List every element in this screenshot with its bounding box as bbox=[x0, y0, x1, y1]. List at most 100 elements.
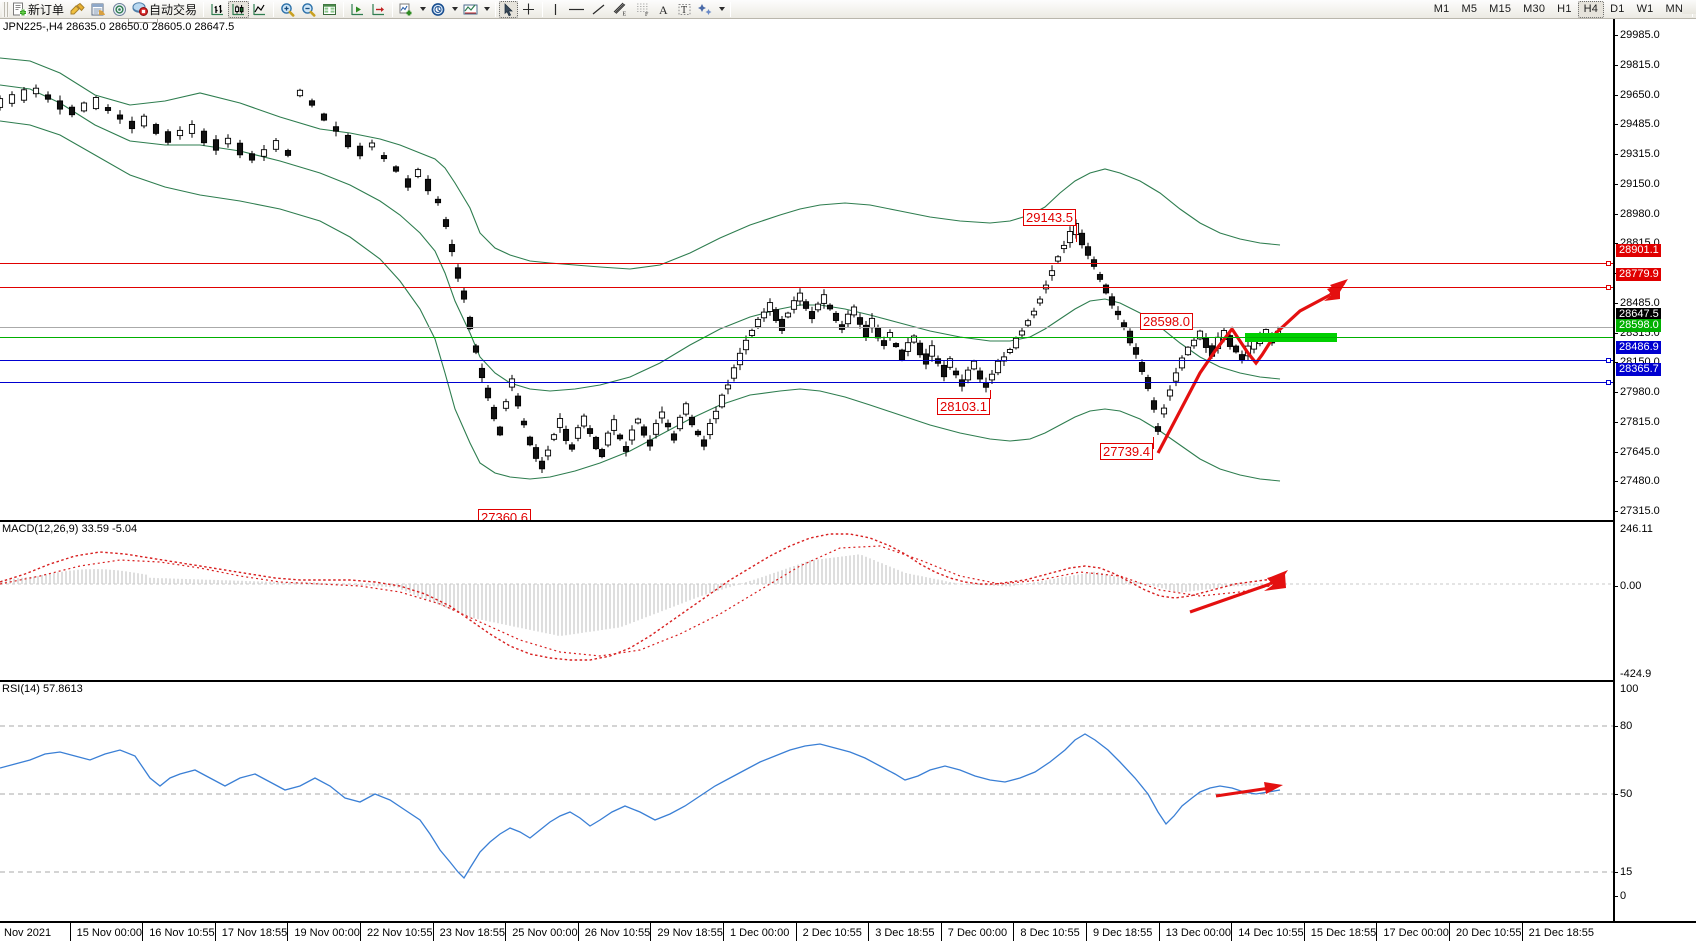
candlestick-chart-button[interactable] bbox=[228, 0, 250, 18]
period-button[interactable] bbox=[428, 1, 449, 18]
trendline-icon bbox=[590, 2, 607, 17]
templates-button[interactable] bbox=[460, 1, 481, 18]
rsi-tick: 50 bbox=[1615, 789, 1632, 800]
add-indicator-button[interactable] bbox=[396, 1, 417, 18]
chevron-down-icon bbox=[451, 7, 458, 11]
price-tick: 28315.0 bbox=[1615, 327, 1660, 339]
price-tick: 27315.0 bbox=[1615, 506, 1660, 517]
crosshair-tool-button[interactable] bbox=[518, 1, 539, 18]
shapes-dropdown[interactable] bbox=[716, 1, 727, 18]
new-order-label: 新订单 bbox=[28, 2, 65, 17]
timeframe-h1[interactable]: H1 bbox=[1557, 3, 1572, 15]
time-tick: 14 Dec 10:55 bbox=[1231, 923, 1304, 941]
price-level-label[interactable]: 28901.1 bbox=[1616, 244, 1661, 257]
annotation-28598[interactable]: 28598.0 bbox=[1140, 313, 1193, 330]
rsi-indicator-label[interactable]: RSI(14) 57.8613 bbox=[2, 683, 83, 695]
period-dropdown[interactable] bbox=[449, 1, 460, 18]
shapes-button[interactable] bbox=[695, 1, 716, 18]
navigator-button[interactable] bbox=[109, 1, 130, 18]
new-order-button[interactable]: 新订单 bbox=[10, 1, 67, 18]
price-line-28901[interactable] bbox=[0, 261, 1613, 266]
line-handle[interactable] bbox=[1606, 380, 1611, 385]
annotation-28103[interactable]: 28103.1 bbox=[937, 398, 990, 415]
time-tick: 9 Dec 18:55 bbox=[1086, 923, 1152, 941]
chart-canvas[interactable]: JPN225-,H4 28635.0 28650.0 28605.0 28647… bbox=[0, 19, 1696, 941]
price-level-label[interactable]: 28598.0 bbox=[1616, 319, 1661, 332]
svg-text:A: A bbox=[659, 3, 668, 17]
annotation-27739[interactable]: 27739.4 bbox=[1100, 443, 1153, 460]
price-axis[interactable]: 29985.0 29815.0 29650.0 29485.0 29315.0 29150… bbox=[1613, 19, 1696, 921]
timeframe-m30[interactable]: M30 bbox=[1523, 3, 1546, 15]
add-indicator-dropdown[interactable] bbox=[417, 1, 428, 18]
trend-arrow-drawing bbox=[1156, 279, 1348, 454]
add-indicator-icon bbox=[398, 2, 415, 17]
price-tick: 29815.0 bbox=[1615, 59, 1660, 71]
line-handle[interactable] bbox=[1606, 285, 1611, 290]
vertical-line-button[interactable] bbox=[546, 1, 565, 18]
expert-advisors-button[interactable] bbox=[67, 1, 88, 18]
data-window-button[interactable] bbox=[88, 1, 109, 18]
timeframe-mn[interactable]: MN bbox=[1665, 3, 1683, 15]
price-line-28779[interactable] bbox=[0, 285, 1613, 290]
price-level-label[interactable]: 28779.9 bbox=[1616, 268, 1661, 281]
grid-icon bbox=[321, 2, 338, 17]
zoom-in-button[interactable] bbox=[277, 1, 298, 18]
auto-trading-button[interactable]: 自动交易 bbox=[130, 1, 200, 18]
svg-text:F: F bbox=[645, 12, 649, 17]
svg-text:E: E bbox=[623, 12, 627, 18]
grid-button[interactable] bbox=[319, 1, 340, 18]
price-tick: 29315.0 bbox=[1615, 149, 1660, 160]
line-handle[interactable] bbox=[1606, 358, 1611, 363]
annotation-27360[interactable]: 27360.6 bbox=[478, 509, 531, 520]
text-icon: T bbox=[676, 2, 693, 17]
timeframe-w1[interactable]: W1 bbox=[1636, 3, 1654, 15]
auto-trading-icon bbox=[132, 1, 149, 17]
text-button[interactable]: T bbox=[674, 1, 695, 18]
time-tick: 22 Nov 10:55 bbox=[360, 923, 432, 941]
timeframe-h4[interactable]: H4 bbox=[1577, 0, 1605, 18]
time-axis[interactable]: Nov 2021 15 Nov 00:00 16 Nov 10:55 17 Nov 1… bbox=[0, 921, 1696, 941]
timeframe-d1[interactable]: D1 bbox=[1610, 3, 1625, 15]
annotation-29143[interactable]: 29143.5 bbox=[1023, 209, 1076, 226]
zoom-out-button[interactable] bbox=[298, 1, 319, 18]
price-line-28365[interactable] bbox=[0, 380, 1613, 385]
toolbar-separator bbox=[392, 1, 394, 17]
channel-button[interactable]: E bbox=[609, 1, 632, 18]
svg-text:T: T bbox=[681, 5, 687, 16]
cursor-tool-button[interactable] bbox=[499, 0, 519, 18]
price-tick: 28150.0 bbox=[1615, 357, 1660, 368]
chart-shift-button[interactable] bbox=[368, 1, 389, 18]
price-level-label[interactable]: 28486.9 bbox=[1616, 341, 1661, 354]
auto-scroll-button[interactable] bbox=[347, 1, 368, 18]
price-tick: 28815.0 bbox=[1615, 238, 1660, 249]
price-line-last-28647 bbox=[0, 327, 1613, 328]
chart-tab-notch bbox=[128, 19, 158, 23]
timeframe-m15[interactable]: M15 bbox=[1489, 3, 1512, 15]
horizontal-line-icon bbox=[567, 2, 586, 17]
line-handle[interactable] bbox=[1606, 261, 1611, 266]
text-label-button[interactable]: A bbox=[655, 1, 674, 18]
price-panel[interactable]: 29143.5 28598.0 28103.1 27739.4 27360.6 bbox=[0, 33, 1613, 520]
macd-panel-divider bbox=[0, 520, 1613, 522]
price-level-label[interactable]: 28365.7 bbox=[1616, 363, 1661, 376]
price-line-28486[interactable] bbox=[0, 358, 1613, 363]
horizontal-line-button[interactable] bbox=[565, 1, 588, 18]
time-tick: 8 Dec 10:55 bbox=[1013, 923, 1080, 941]
timeframe-m1[interactable]: M1 bbox=[1433, 3, 1450, 15]
price-level-label[interactable]: 28647.5 bbox=[1616, 308, 1661, 321]
timeframe-m5[interactable]: M5 bbox=[1461, 3, 1478, 15]
macd-panel[interactable]: MACD(12,26,9) 33.59 -5.04 bbox=[0, 522, 1613, 680]
time-tick: 17 Nov 18:55 bbox=[214, 923, 287, 941]
chevron-down-icon bbox=[483, 7, 490, 11]
trendline-button[interactable] bbox=[588, 1, 609, 18]
macd-indicator-label[interactable]: MACD(12,26,9) 33.59 -5.04 bbox=[2, 523, 138, 535]
fibonacci-button[interactable]: F bbox=[632, 1, 655, 18]
rsi-panel[interactable]: RSI(14) 57.8613 bbox=[0, 682, 1613, 921]
templates-dropdown[interactable] bbox=[481, 1, 492, 18]
price-line-28598[interactable] bbox=[0, 337, 1613, 338]
bar-chart-button[interactable] bbox=[207, 1, 228, 18]
vertical-line-icon bbox=[548, 2, 563, 17]
line-chart-button[interactable] bbox=[249, 1, 270, 18]
fibonacci-icon: F bbox=[634, 1, 653, 17]
toolbar-grip[interactable] bbox=[2, 1, 9, 17]
